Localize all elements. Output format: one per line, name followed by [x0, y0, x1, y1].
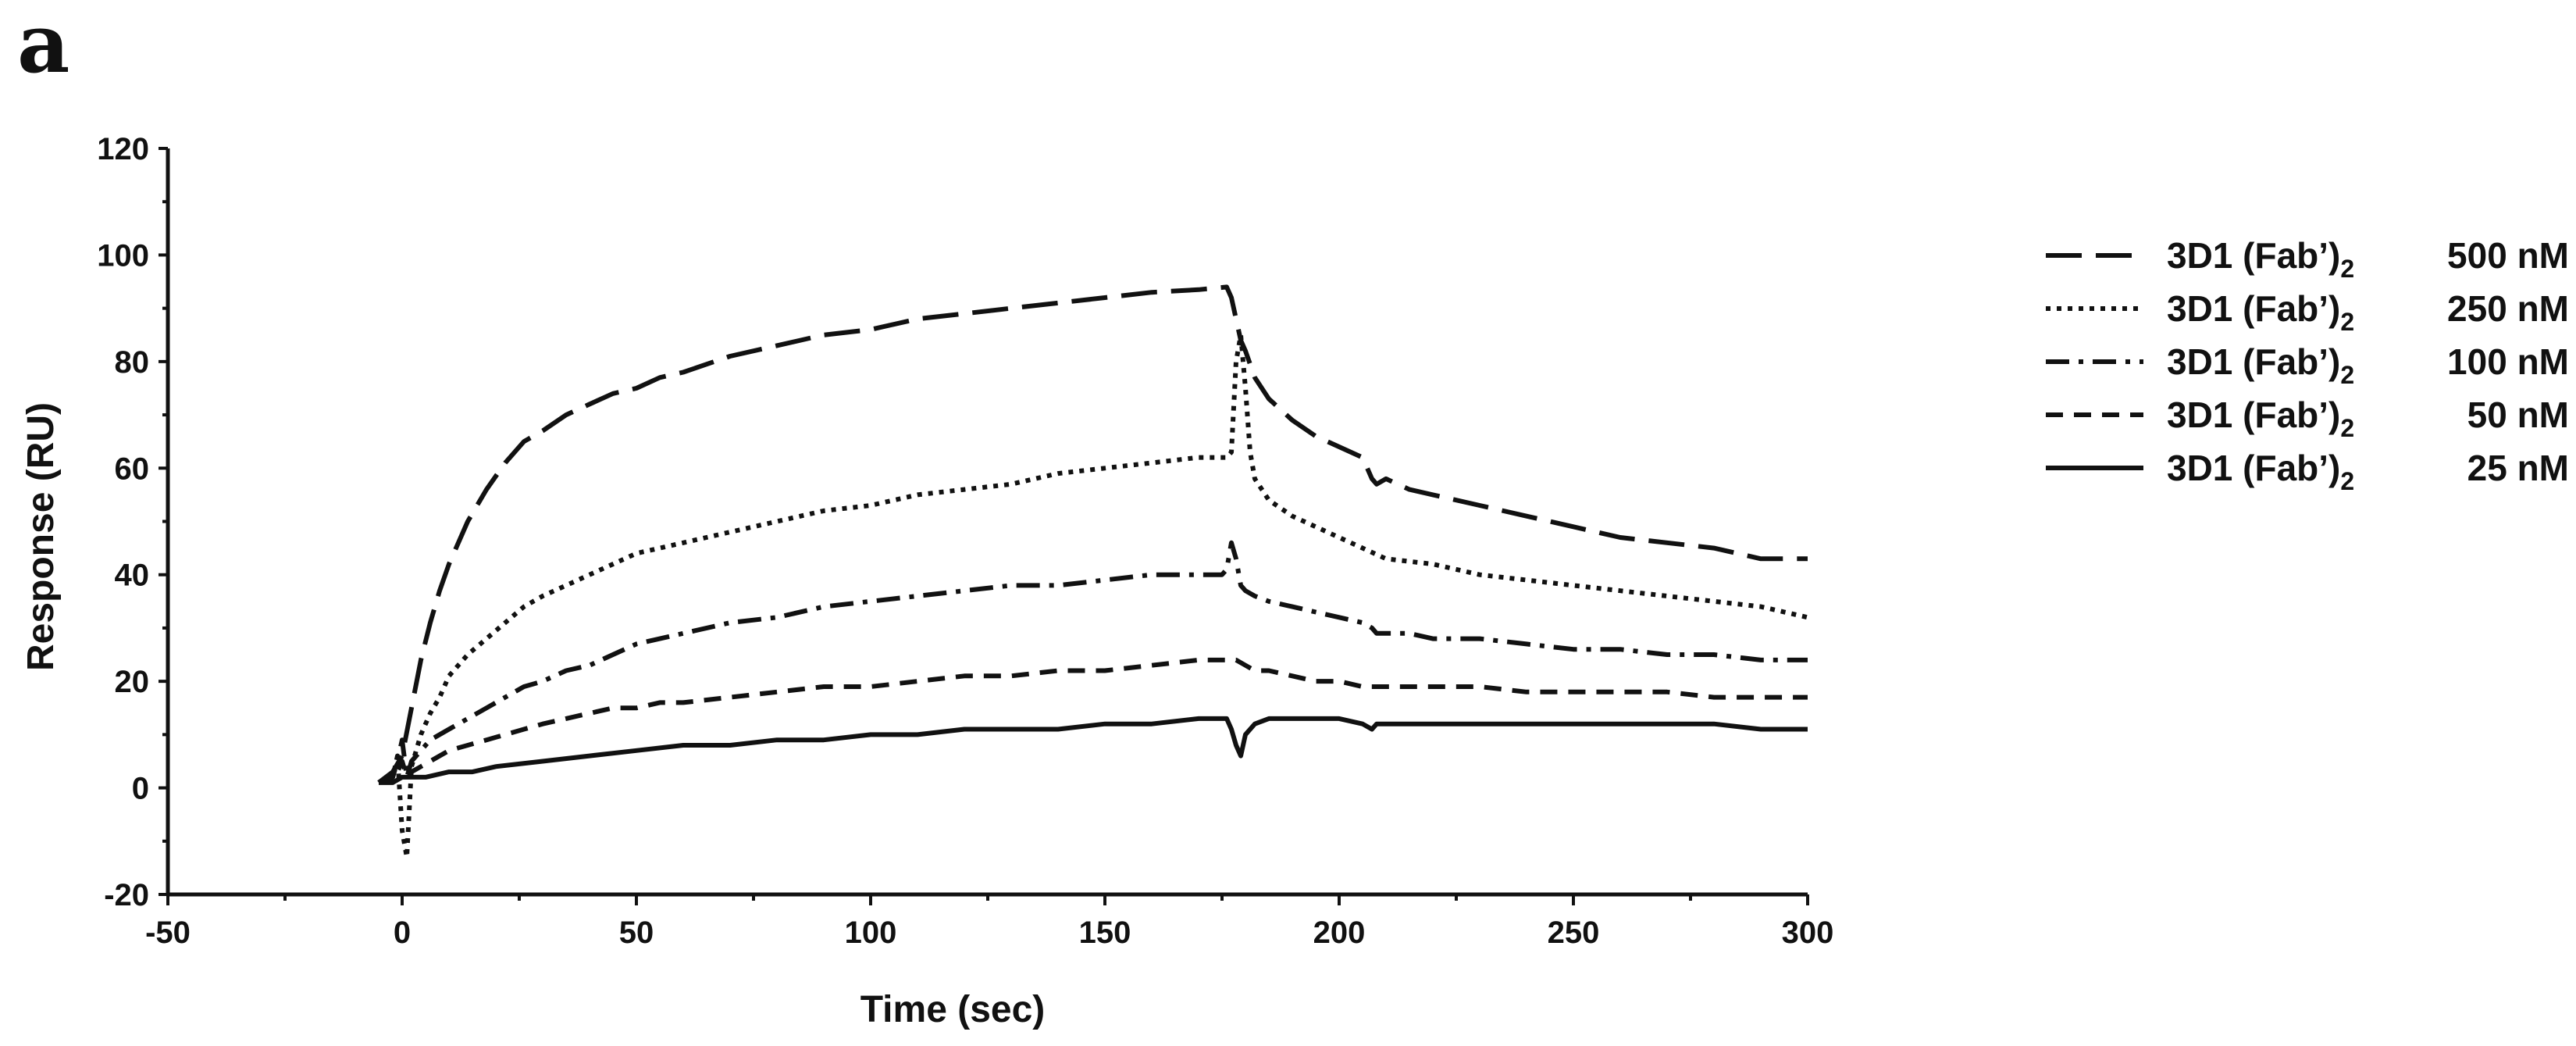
legend-concentration: 50 nM — [2467, 394, 2569, 435]
legend-label: 3D1 (Fab’)2 — [2167, 448, 2354, 495]
legend-concentration: 100 nM — [2447, 341, 2569, 382]
x-tick-label: 0 — [394, 916, 411, 950]
y-axis-ticks: -20 0 20 40 60 80 100 120 — [97, 132, 168, 912]
y-tick-label: 60 — [115, 452, 150, 486]
x-tick-label: 200 — [1313, 916, 1366, 950]
legend-concentration: 25 nM — [2467, 448, 2569, 488]
series-25-nm — [379, 716, 1808, 785]
x-tick-label: 250 — [1548, 916, 1600, 950]
x-axis-ticks: -50 0 50 100 150 200 250 300 — [145, 894, 1833, 950]
plot-area: -20 0 20 40 60 80 100 120 -50 0 50 100 150 200 250 300 — [97, 132, 1833, 950]
legend-concentration: 250 nM — [2447, 288, 2569, 329]
y-tick-label: 20 — [115, 665, 150, 699]
x-axis-title: Time (sec) — [860, 989, 1046, 1030]
x-tick-label: 300 — [1782, 916, 1834, 950]
legend-label: 3D1 (Fab’)2 — [2167, 341, 2354, 389]
series-250-nm — [377, 332, 1808, 860]
series-group — [377, 284, 1808, 860]
legend-concentration: 500 nM — [2447, 235, 2569, 276]
x-tick-label: 100 — [845, 916, 897, 950]
series-50-nm — [379, 657, 1808, 785]
y-tick-label: 100 — [97, 238, 149, 273]
y-tick-label: -20 — [104, 878, 149, 912]
legend-label: 3D1 (Fab’)2 — [2167, 394, 2354, 442]
x-tick-label: 150 — [1079, 916, 1131, 950]
x-tick-label: 50 — [619, 916, 654, 950]
y-tick-label: 80 — [115, 345, 150, 380]
legend: 3D1 (Fab’)2 500 nM 3D1 (Fab’)2 250 nM 3D1 (F… — [2046, 235, 2569, 495]
series-100-nm — [377, 540, 1808, 785]
y-tick-label: 40 — [115, 559, 150, 593]
legend-label: 3D1 (Fab’)2 — [2167, 288, 2354, 336]
y-axis-title: Response (RU) — [20, 402, 62, 671]
y-tick-label: 0 — [132, 772, 149, 806]
legend-label: 3D1 (Fab’)2 — [2167, 235, 2354, 283]
y-tick-label: 120 — [97, 132, 149, 166]
panel-label: a — [17, 0, 69, 91]
x-tick-label: -50 — [145, 916, 191, 950]
series-500-nm — [377, 284, 1808, 785]
